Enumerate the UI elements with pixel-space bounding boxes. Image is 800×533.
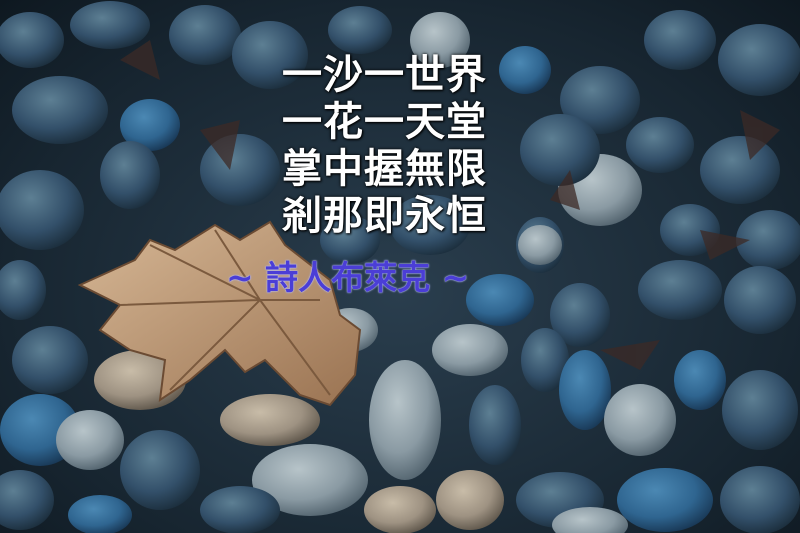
dead-leaves-decoration [120, 40, 780, 370]
poem-line: 一沙一世界 [282, 52, 487, 98]
poet-attribution: ~ 詩人布萊克 ~ [226, 258, 470, 297]
poem-text: 一沙一世界 一花一天堂 掌中握無限 剎那即永恒 [282, 52, 487, 240]
poem-line: 一花一天堂 [282, 99, 487, 145]
poem-line: 剎那即永恒 [282, 193, 487, 239]
maple-leaf [77, 220, 362, 407]
poem-line: 掌中握無限 [282, 146, 487, 192]
